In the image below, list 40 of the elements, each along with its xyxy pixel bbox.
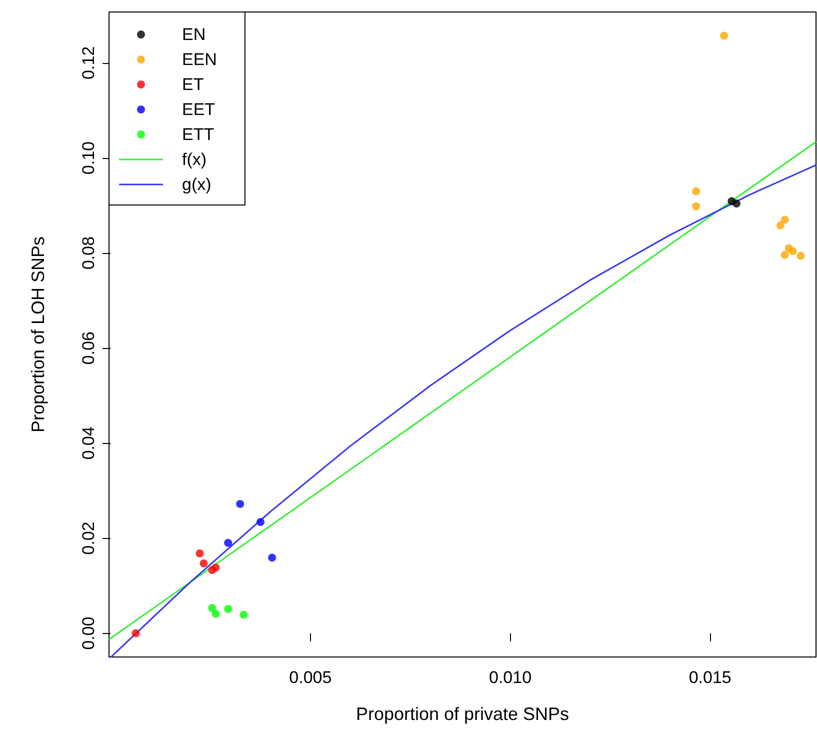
y-tick-label: 0.12	[79, 46, 98, 80]
point	[780, 216, 789, 224]
y-tick-label: 0.06	[79, 332, 98, 365]
y-tick-label: 0.10	[79, 141, 98, 174]
point	[268, 554, 276, 562]
point	[796, 252, 805, 260]
legend-label: EET	[182, 100, 216, 119]
point	[132, 629, 140, 638]
y-tick-label: 0.00	[79, 616, 98, 650]
legend-label: EN	[182, 25, 206, 44]
y-tick-label: 0.02	[79, 522, 98, 555]
point	[256, 518, 264, 526]
point	[240, 610, 248, 619]
point	[224, 604, 232, 613]
point	[692, 202, 700, 210]
point	[776, 221, 784, 230]
point	[212, 610, 220, 618]
point	[200, 559, 208, 568]
y-tick-label: 0.08	[79, 236, 98, 270]
point	[212, 564, 220, 572]
point	[208, 604, 216, 612]
point	[196, 549, 204, 558]
legend-label: EEN	[182, 50, 217, 69]
point	[692, 187, 700, 196]
point	[732, 200, 740, 208]
x-axis-title: Proportion of private SNPs	[356, 704, 570, 724]
legend-label: ET	[182, 75, 204, 94]
y-axis-title: Proportion of LOH SNPs	[28, 236, 48, 433]
legend-label: g(x)	[182, 175, 212, 194]
point	[780, 250, 789, 259]
legend-label: f(x)	[182, 150, 207, 169]
x-tick-label: 0.010	[488, 668, 532, 687]
legend-label: ETT	[182, 125, 214, 144]
x-tick-label: 0.015	[688, 668, 732, 687]
point	[720, 32, 728, 40]
x-tick-label: 0.005	[289, 668, 332, 687]
point	[788, 247, 797, 256]
y-tick-label: 0.04	[79, 426, 98, 460]
point	[224, 538, 232, 547]
point	[236, 500, 244, 508]
